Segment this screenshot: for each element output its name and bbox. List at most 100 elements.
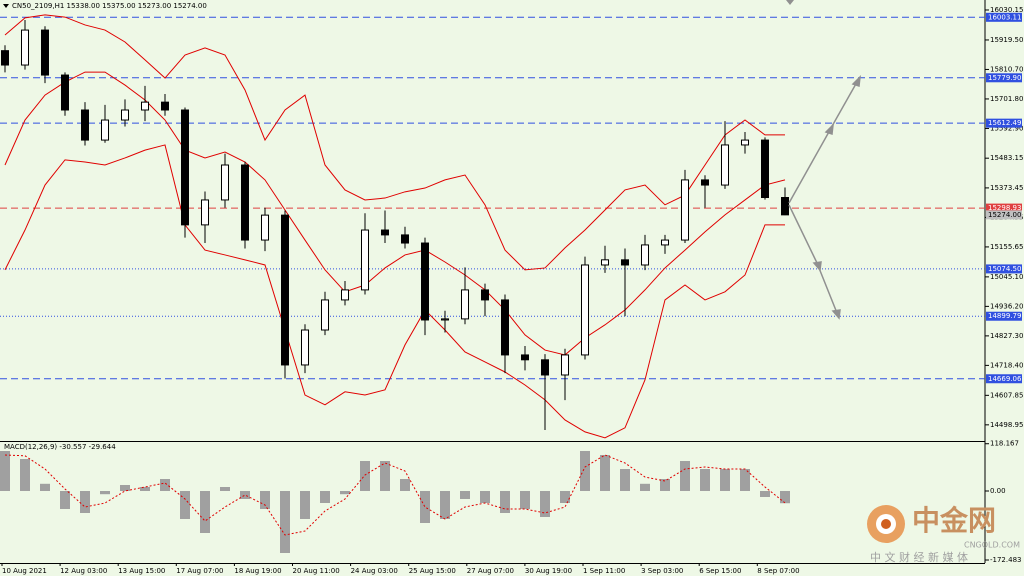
macd-bar bbox=[600, 455, 610, 491]
macd-bar bbox=[520, 491, 530, 509]
watermark-site: CNGOLD.COM bbox=[964, 541, 1020, 550]
macd-bar bbox=[420, 491, 430, 523]
menu-marker bbox=[3, 4, 9, 8]
level-label: 15779.90 bbox=[988, 74, 1021, 82]
candle-body bbox=[361, 229, 369, 291]
macd-bar bbox=[760, 491, 770, 497]
candle-body bbox=[701, 179, 709, 186]
macd-bar bbox=[220, 487, 230, 491]
watermark-slogan: 中 文 财 经 新 媒 体 bbox=[870, 550, 968, 564]
macd-bar bbox=[80, 491, 90, 513]
y-tick-label: 14498.95 bbox=[990, 421, 1023, 429]
level-label-box bbox=[986, 12, 1022, 22]
candle-body bbox=[641, 244, 649, 266]
candle-body bbox=[621, 259, 629, 266]
candle-body bbox=[441, 318, 449, 321]
candle-body bbox=[321, 299, 329, 331]
level-label-box bbox=[986, 264, 1022, 274]
level-label-box bbox=[986, 203, 1022, 213]
candle-body bbox=[61, 74, 69, 111]
y-tick-label: 15919.50 bbox=[990, 36, 1023, 44]
candle-body bbox=[721, 144, 729, 186]
bollinger-lower bbox=[4, 144, 785, 439]
candle-body bbox=[741, 139, 749, 146]
x-tick-label: 17 Aug 07:00 bbox=[176, 567, 223, 575]
x-tick-label: 20 Aug 11:00 bbox=[293, 567, 340, 575]
candle-body bbox=[181, 109, 189, 226]
arrow-line bbox=[830, 81, 858, 129]
level-label-box bbox=[986, 73, 1022, 83]
macd-bar bbox=[140, 487, 150, 491]
macd-bar bbox=[580, 451, 590, 491]
arrow-head bbox=[851, 74, 861, 88]
y-tick-label: 15592.90 bbox=[990, 124, 1023, 132]
level-label: 15298.93 bbox=[988, 204, 1021, 212]
projection-arrows bbox=[788, 74, 861, 320]
candle-body bbox=[141, 101, 149, 111]
candle-body bbox=[561, 354, 569, 376]
y-tick-label: 14607.85 bbox=[990, 391, 1023, 399]
macd-title: MACD(12,26,9) -30.557 -29.644 bbox=[4, 443, 116, 451]
level-label: 16003.11 bbox=[988, 13, 1021, 21]
macd-bar bbox=[400, 479, 410, 491]
macd-bar bbox=[640, 483, 650, 491]
plot-layer: 16030.15 15919.50 15810.70 15701.80 15592.90… bbox=[0, 6, 1023, 575]
candle-body bbox=[481, 289, 489, 301]
bollinger-middle bbox=[4, 71, 786, 356]
x-tick-label: 25 Aug 15:00 bbox=[409, 567, 456, 575]
candle-body bbox=[781, 197, 789, 216]
macd-bar bbox=[540, 491, 550, 517]
candle-body bbox=[541, 359, 549, 376]
candle-body bbox=[81, 109, 89, 141]
shift-marker bbox=[786, 0, 794, 5]
macd-bar bbox=[260, 491, 270, 509]
macd-bar bbox=[780, 491, 790, 504]
y-tick-label: 15701.80 bbox=[990, 95, 1023, 103]
macd-bar bbox=[340, 491, 350, 495]
macd-bar bbox=[440, 491, 450, 519]
candle-body bbox=[461, 289, 469, 320]
arrow-line bbox=[788, 129, 831, 204]
macd-bar bbox=[20, 459, 30, 491]
candle-body bbox=[661, 239, 669, 246]
candle-body bbox=[341, 289, 349, 301]
macd-bar bbox=[40, 483, 50, 491]
macd-bar bbox=[60, 491, 70, 509]
x-tick-label: 30 Aug 19:00 bbox=[525, 567, 572, 575]
level-label-box bbox=[986, 118, 1022, 128]
macd-bar bbox=[320, 491, 330, 503]
macd-bar bbox=[620, 469, 630, 491]
y-tick-label: 15045.10 bbox=[990, 273, 1023, 281]
candle-body bbox=[101, 119, 109, 141]
x-tick-label: 12 Aug 03:00 bbox=[60, 567, 107, 575]
candle-body bbox=[201, 199, 209, 226]
macd-bar bbox=[280, 491, 290, 553]
y-tick-label: 0.00 bbox=[990, 487, 1006, 495]
x-tick-label: 8 Sep 07:00 bbox=[757, 567, 799, 575]
candle-body bbox=[161, 101, 169, 111]
level-label: 15612.49 bbox=[988, 119, 1021, 127]
x-tick-label: 1 Sep 11:00 bbox=[583, 567, 625, 575]
candle-body bbox=[521, 354, 529, 361]
logo-core bbox=[881, 519, 891, 529]
candle-body bbox=[681, 179, 689, 241]
candle-body bbox=[1, 50, 9, 66]
candle-body bbox=[761, 139, 769, 199]
macd-signal bbox=[4, 454, 786, 536]
last-price-box bbox=[986, 210, 1022, 220]
y-tick-label: 15373.45 bbox=[990, 184, 1023, 192]
macd-bar bbox=[660, 479, 670, 491]
chart-title: CN50_2109,H1 15338.00 15375.00 15273.00 … bbox=[12, 2, 207, 10]
x-tick-label: 27 Aug 07:00 bbox=[467, 567, 514, 575]
candle-body bbox=[241, 164, 249, 241]
x-tick-label: 18 Aug 19:00 bbox=[234, 567, 281, 575]
macd-bar bbox=[240, 491, 250, 499]
y-tick-label: 15810.70 bbox=[990, 65, 1023, 73]
level-label: 15074.50 bbox=[988, 265, 1021, 273]
candle-body bbox=[21, 29, 29, 66]
macd-bar bbox=[160, 479, 170, 491]
candle-body bbox=[281, 214, 289, 366]
candle-body bbox=[421, 242, 429, 321]
